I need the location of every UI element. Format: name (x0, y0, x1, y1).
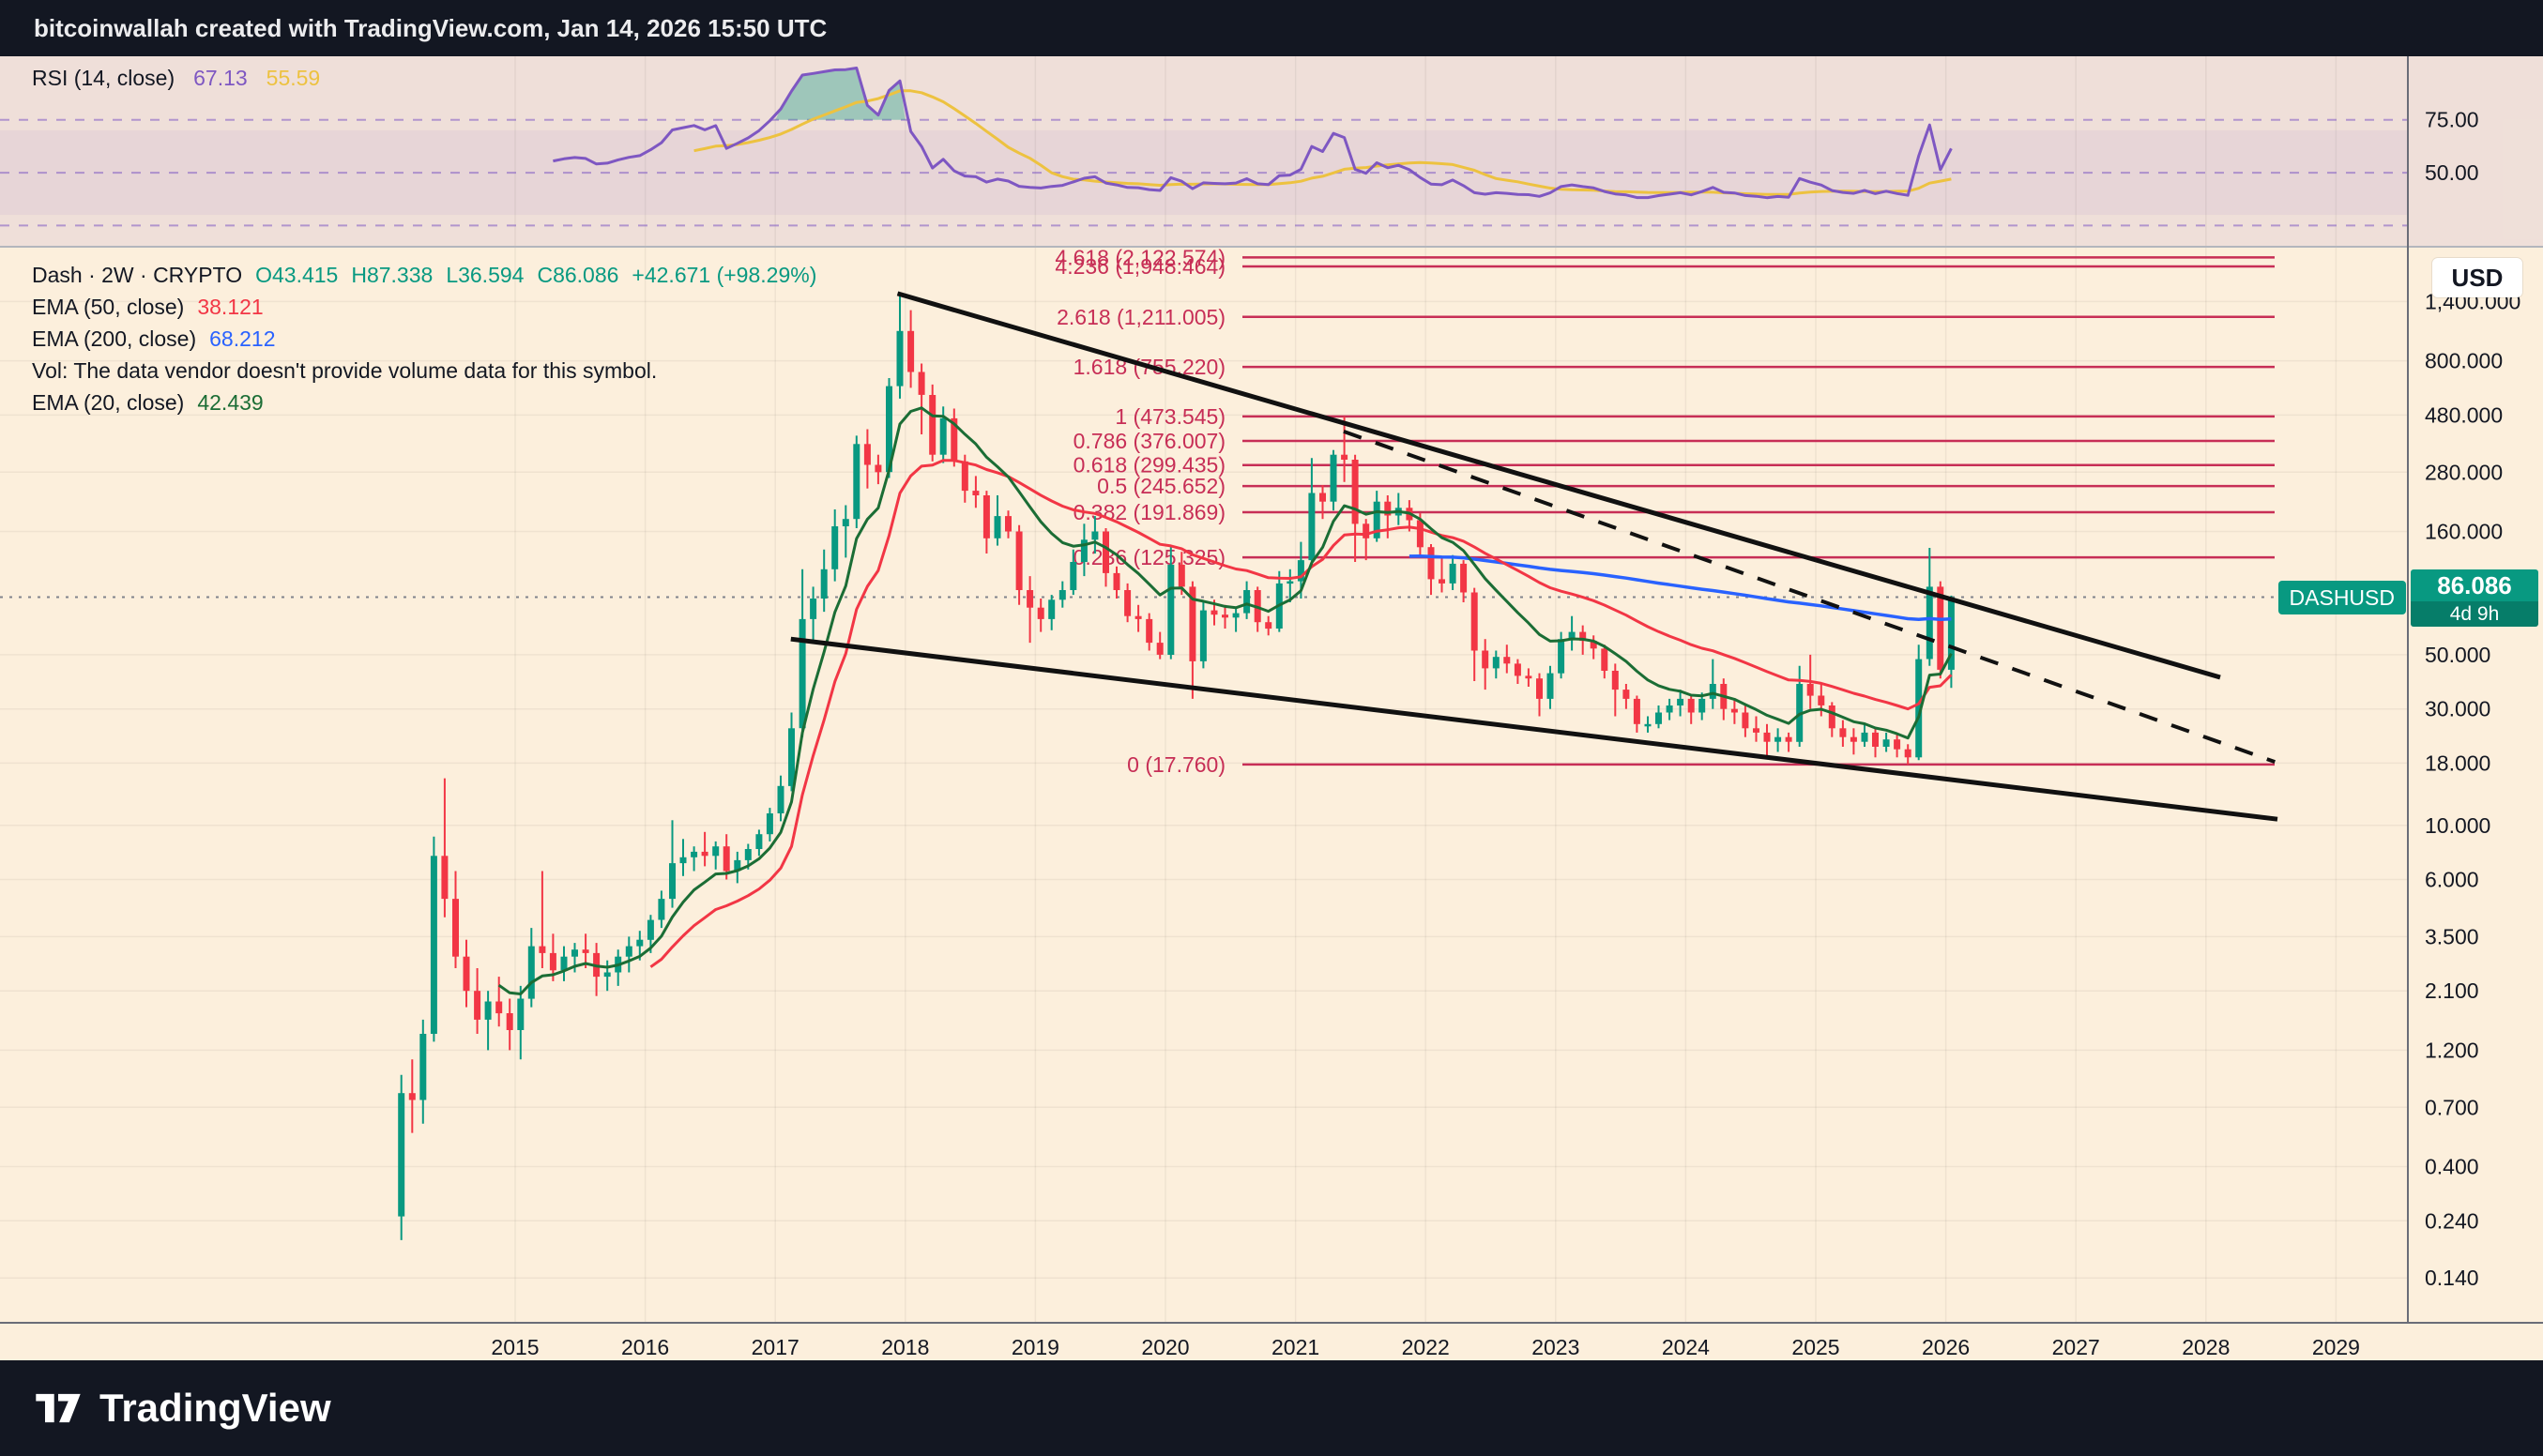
main-legend: Dash · 2W · CRYPTO O43.415 H87.338 L36.5… (32, 259, 816, 418)
rsi-level-lines (0, 118, 2408, 227)
ohlc-low: L36.594 (446, 262, 525, 287)
svg-text:0.140: 0.140 (2425, 1266, 2479, 1290)
ema20-value: 42.439 (197, 389, 264, 415)
svg-text:480.000: 480.000 (2425, 402, 2503, 427)
svg-text:2.100: 2.100 (2425, 978, 2479, 1003)
rsi-ma-value: 55.59 (266, 66, 321, 90)
ema200-label: EMA (200, close) (32, 326, 197, 351)
svg-text:2027: 2027 (2052, 1335, 2100, 1359)
svg-text:2018: 2018 (881, 1335, 929, 1359)
rsi-overbought-fill (775, 68, 906, 120)
currency-usd-button[interactable]: USD (2432, 258, 2522, 297)
tradingview-logo-icon (36, 1393, 81, 1423)
svg-text:0.786 (376.007): 0.786 (376.007) (1074, 429, 1226, 453)
svg-text:0.240: 0.240 (2425, 1208, 2479, 1233)
ohlc-high: H87.338 (351, 262, 434, 287)
attribution-text: bitcoinwallah created with TradingView.c… (34, 13, 828, 42)
svg-text:2023: 2023 (1531, 1335, 1579, 1359)
svg-text:2017: 2017 (752, 1335, 799, 1359)
rsi-line (553, 67, 1953, 200)
attribution-bar: bitcoinwallah created with TradingView.c… (0, 0, 2543, 56)
svg-text:1 (473.545): 1 (473.545) (1115, 404, 1226, 429)
tradingview-wordmark: TradingView (99, 1386, 331, 1430)
ema50-value: 38.121 (197, 294, 264, 319)
svg-text:0.700: 0.700 (2425, 1095, 2479, 1119)
grid (0, 56, 2408, 1323)
chart-canvas[interactable]: 4.618 (2,122.574)4.236 (1,948.464) 2.618 … (0, 56, 2543, 1360)
ema200-legend-row[interactable]: EMA (200, close) 68.212 (32, 323, 816, 355)
tradingview-logo[interactable]: TradingView (32, 1386, 331, 1431)
svg-text:50.000: 50.000 (2425, 643, 2490, 667)
svg-text:2025: 2025 (1791, 1335, 1839, 1359)
svg-text:800.000: 800.000 (2425, 349, 2503, 373)
last-price-tag[interactable]: 86.086 4d 9h (2411, 569, 2538, 627)
svg-text:10.000: 10.000 (2425, 813, 2490, 838)
svg-text:0 (17.760): 0 (17.760) (1127, 752, 1226, 777)
svg-text:4.236 (1,948.464): 4.236 (1,948.464) (1055, 254, 1226, 279)
last-price-value: 86.086 (2437, 571, 2512, 599)
trendline-1 (896, 291, 2221, 680)
ema-20-line (497, 406, 1953, 995)
price-scale-labels[interactable]: 1,400.000800.000480.000280.000160.00050.… (2425, 108, 2520, 1291)
ema50-label: EMA (50, close) (32, 294, 185, 319)
bar-countdown: 4d 9h (2411, 601, 2538, 627)
ohlc-close: C86.086 (537, 262, 619, 287)
svg-text:0.5 (245.652): 0.5 (245.652) (1097, 474, 1226, 498)
ema-200-line (1409, 554, 1952, 622)
svg-text:2015: 2015 (491, 1335, 539, 1359)
svg-text:2016: 2016 (621, 1335, 669, 1359)
svg-text:2028: 2028 (2182, 1335, 2230, 1359)
svg-text:2026: 2026 (1922, 1335, 1970, 1359)
ohlc-open: O43.415 (255, 262, 339, 287)
symbol-price-label: DASHUSD (2277, 581, 2406, 614)
rsi-legend[interactable]: RSI (14, close) 67.13 55.59 (32, 66, 320, 91)
svg-text:2019: 2019 (1012, 1335, 1059, 1359)
svg-text:4.618 (2,122.574): 4.618 (2,122.574) (1055, 245, 1226, 269)
svg-text:280.000: 280.000 (2425, 460, 2503, 484)
trendline-3 (1343, 430, 2276, 764)
svg-text:1.200: 1.200 (2425, 1038, 2479, 1062)
svg-text:2022: 2022 (1402, 1335, 1450, 1359)
ema20-label: EMA (20, close) (32, 389, 185, 415)
svg-text:18.000: 18.000 (2425, 751, 2490, 775)
rsi-value: 67.13 (193, 66, 248, 90)
volume-note: Vol: The data vendor doesn't provide vol… (32, 357, 658, 383)
svg-text:2024: 2024 (1662, 1335, 1710, 1359)
svg-text:0.382 (191.869): 0.382 (191.869) (1074, 500, 1226, 524)
rsi-legend-label: RSI (14, close) (32, 66, 175, 90)
svg-text:2021: 2021 (1272, 1335, 1319, 1359)
svg-text:75.00: 75.00 (2425, 108, 2479, 132)
time-scale-labels[interactable]: 2015 2016 2017 2018 2019 2020 2021 2022 2023 2024… (491, 1335, 2360, 1359)
svg-text:160.000: 160.000 (2425, 520, 2503, 544)
footer-bar: TradingView (0, 1360, 2543, 1456)
svg-text:2020: 2020 (1141, 1335, 1189, 1359)
ema-50-line (649, 459, 1953, 968)
trendline-2 (790, 636, 2278, 822)
ema20-legend-row[interactable]: EMA (20, close) 42.439 (32, 387, 816, 418)
ema50-legend-row[interactable]: EMA (50, close) 38.121 (32, 291, 816, 323)
change-value: +42.671 (+98.29%) (632, 262, 817, 287)
svg-text:50.00: 50.00 (2425, 160, 2479, 185)
svg-text:3.500: 3.500 (2425, 924, 2479, 948)
rsi-pane-background (0, 56, 2543, 247)
main-pane-plot: 4.618 (2,122.574)4.236 (1,948.464) 2.618 … (0, 245, 2408, 1240)
svg-text:6.000: 6.000 (2425, 868, 2479, 892)
symbol-legend-row[interactable]: Dash · 2W · CRYPTO O43.415 H87.338 L36.5… (32, 259, 816, 291)
ema200-value: 68.212 (209, 326, 276, 351)
symbol-title: Dash · 2W · CRYPTO (32, 262, 243, 287)
svg-text:0.400: 0.400 (2425, 1155, 2479, 1179)
svg-text:30.000: 30.000 (2425, 697, 2490, 721)
svg-text:2029: 2029 (2312, 1335, 2360, 1359)
volume-note-row: Vol: The data vendor doesn't provide vol… (32, 355, 816, 387)
svg-text:0.618 (299.435): 0.618 (299.435) (1074, 453, 1226, 478)
svg-text:2.618 (1,211.005): 2.618 (1,211.005) (1057, 305, 1226, 329)
